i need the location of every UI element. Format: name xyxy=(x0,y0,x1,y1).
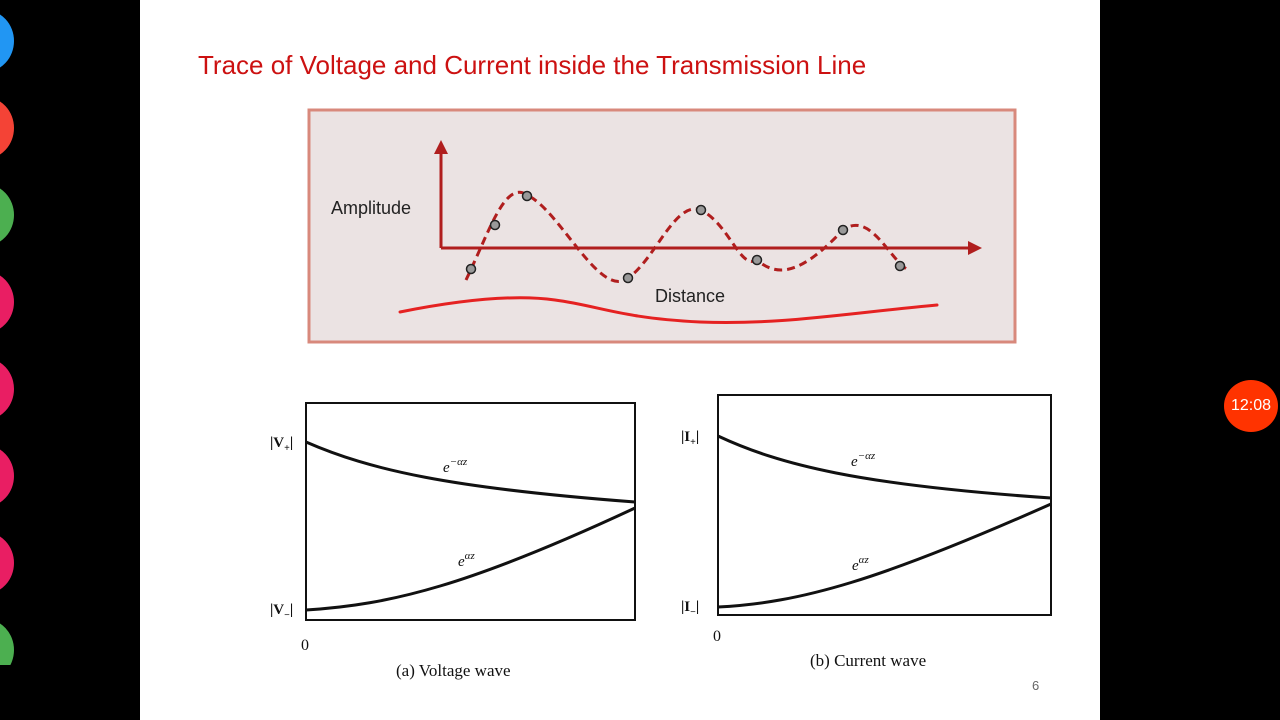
color-pen-red[interactable] xyxy=(0,97,14,159)
current-plot-frame xyxy=(717,394,1052,616)
color-pen-green[interactable] xyxy=(0,184,14,246)
amplitude-label: Amplitude xyxy=(331,198,411,218)
pen-annotation-underline xyxy=(398,296,939,324)
current-origin-label: 0 xyxy=(713,628,721,645)
v-plus-label: |V+| xyxy=(270,435,293,454)
wave-point xyxy=(894,260,906,272)
slide-page-number: 6 xyxy=(1032,678,1040,693)
wave-point xyxy=(521,190,533,202)
color-pen-green-2[interactable] xyxy=(0,619,14,665)
current-growth-expression-label: eαz xyxy=(852,554,869,574)
wave-point xyxy=(837,224,849,236)
color-pen-pink-1[interactable] xyxy=(0,271,14,333)
i-minus-label: |I−| xyxy=(681,599,699,618)
top-figure: Amplitude Distance xyxy=(307,108,1017,344)
wave-point xyxy=(695,204,707,216)
i-plus-label: |I+| xyxy=(681,429,699,448)
current-decay-expression-label: e−αz xyxy=(851,450,876,470)
voltage-caption: (a) Voltage wave xyxy=(396,661,511,680)
wave-point xyxy=(489,219,501,231)
voltage-wave-figure: |V+| |V−| e−αz eαz 0 (a) Voltage wave xyxy=(270,402,636,680)
v-minus-label: |V−| xyxy=(270,602,293,621)
current-wave-figure: |I+| |I−| e−αz eαz 0 (b) Current wave xyxy=(681,394,1052,670)
voltage-growth-curve xyxy=(305,506,636,612)
top-figure-frame xyxy=(307,108,1017,344)
slide-figures: Amplitude Distance |V+| |V−| e−αz eαz 0 … xyxy=(270,108,1052,680)
wave-point xyxy=(465,263,477,275)
recording-clock-badge[interactable]: 12:08 xyxy=(1224,380,1278,432)
slide: Trace of Voltage and Current inside the … xyxy=(140,0,1100,720)
wave-point xyxy=(622,272,634,284)
voltage-decay-curve xyxy=(305,440,636,504)
color-pen-pink-4[interactable] xyxy=(0,532,14,594)
decay-expression-label: e−αz xyxy=(443,456,468,476)
distance-label: Distance xyxy=(655,286,725,306)
voltage-origin-label: 0 xyxy=(301,637,309,654)
current-decay-curve xyxy=(717,434,1052,500)
slide-title: Trace of Voltage and Current inside the … xyxy=(198,50,867,80)
color-pen-pink-3[interactable] xyxy=(0,445,14,507)
color-pen-pink-2[interactable] xyxy=(0,358,14,420)
current-growth-curve xyxy=(717,502,1052,609)
current-caption: (b) Current wave xyxy=(810,651,926,670)
amplitude-axis-arrow xyxy=(434,140,448,154)
growth-expression-label: eαz xyxy=(458,550,475,570)
color-pen-blue[interactable] xyxy=(0,10,14,72)
voltage-plot-frame xyxy=(305,402,636,621)
distance-axis-arrow xyxy=(968,241,982,255)
wave-point xyxy=(751,254,763,266)
annotation-toolbar xyxy=(0,0,20,665)
